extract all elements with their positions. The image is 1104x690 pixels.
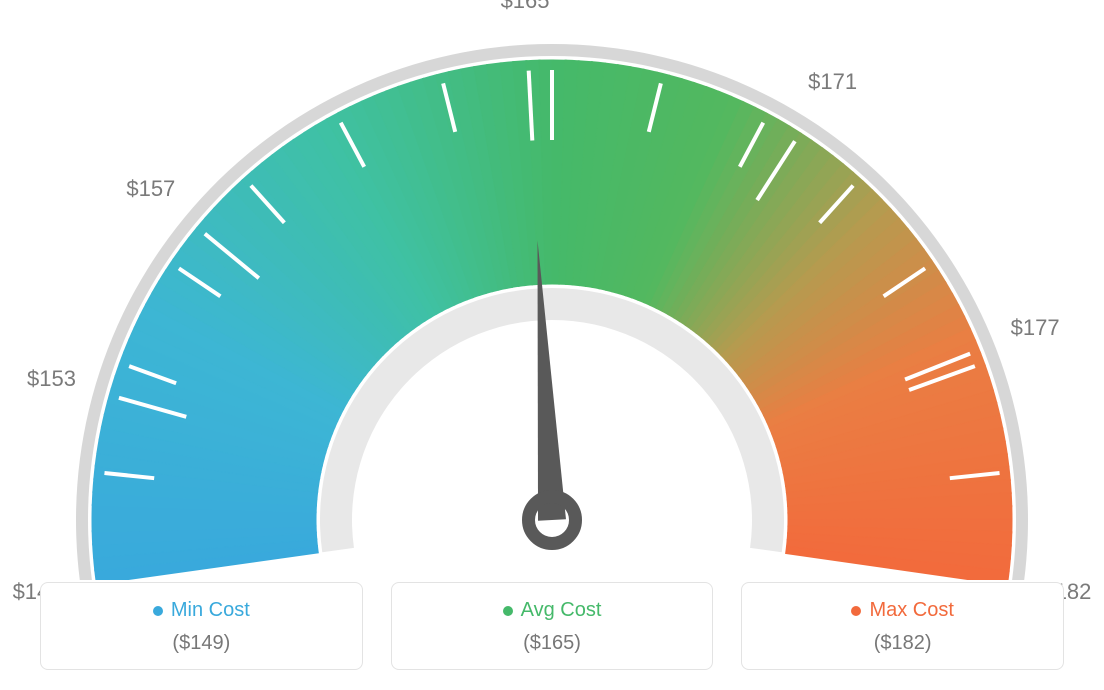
gauge-tick-label: $157 (126, 176, 175, 202)
legend-card-avg: Avg Cost ($165) (391, 582, 714, 670)
legend-card-max: Max Cost ($182) (741, 582, 1064, 670)
gauge-svg (0, 0, 1104, 580)
legend-title-text: Avg Cost (521, 599, 602, 622)
legend-title-max: Max Cost (851, 599, 953, 622)
legend-value-min: ($149) (51, 632, 352, 655)
legend-value-avg: ($165) (402, 632, 703, 655)
legend-title-avg: Avg Cost (503, 599, 602, 622)
dot-icon (153, 606, 163, 616)
dot-icon (503, 606, 513, 616)
gauge: $149$153$157$165$171$177$182 (0, 0, 1104, 570)
legend-title-text: Max Cost (869, 599, 953, 622)
legend-card-min: Min Cost ($149) (40, 582, 363, 670)
legend-row: Min Cost ($149) Avg Cost ($165) Max Cost… (40, 582, 1064, 670)
gauge-tick-label: $153 (27, 366, 76, 392)
gauge-tick-label: $177 (1011, 315, 1060, 341)
dot-icon (851, 606, 861, 616)
legend-title-text: Min Cost (171, 599, 250, 622)
gauge-tick-label: $171 (808, 69, 857, 95)
legend-title-min: Min Cost (153, 599, 250, 622)
gauge-tick-label: $165 (501, 0, 550, 14)
legend-value-max: ($182) (752, 632, 1053, 655)
chart-container: $149$153$157$165$171$177$182 Min Cost ($… (0, 0, 1104, 690)
